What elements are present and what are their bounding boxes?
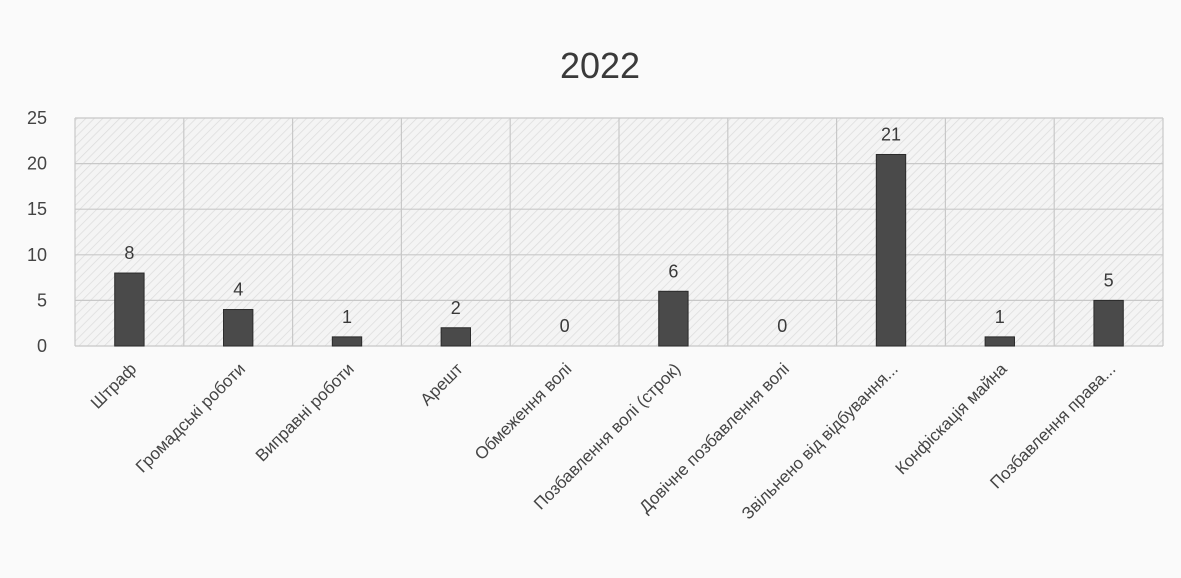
bar	[223, 309, 254, 347]
y-tick-label: 10	[27, 245, 47, 265]
y-tick-label: 15	[27, 199, 47, 219]
x-tick-label: Виправні роботи	[252, 359, 358, 465]
bar	[114, 272, 145, 347]
bar	[331, 336, 363, 347]
y-tick-label: 5	[37, 290, 47, 310]
bar	[984, 336, 1015, 347]
data-label: 21	[881, 124, 901, 144]
x-tick-label: Арешт	[417, 359, 467, 409]
bar	[1093, 299, 1124, 347]
data-label: 0	[560, 316, 570, 336]
data-label: 2	[451, 298, 461, 318]
x-tick-label: Позбавлення права...	[986, 359, 1119, 492]
y-axis: 0 5 10 15 20 25	[27, 108, 47, 356]
data-label: 1	[342, 307, 352, 327]
data-label: 4	[233, 280, 243, 300]
y-tick-label: 0	[37, 336, 47, 356]
bars-layer	[114, 153, 1124, 347]
grid-layer	[74, 117, 1164, 347]
data-label: 0	[777, 316, 787, 336]
bar	[440, 327, 471, 347]
data-label: 6	[668, 261, 678, 281]
data-label: 1	[995, 307, 1005, 327]
data-label: 5	[1104, 270, 1114, 290]
chart-title: 2022	[560, 45, 640, 86]
x-tick-label: Громадські роботи	[132, 359, 249, 476]
x-tick-label: Обмеження волі	[471, 359, 575, 463]
x-tick-label: Конфіскація майна	[892, 359, 1011, 478]
y-tick-label: 20	[27, 154, 47, 174]
bar	[875, 153, 907, 347]
y-tick-label: 25	[27, 108, 47, 128]
bar	[658, 290, 689, 347]
x-tick-label: Штраф	[87, 359, 140, 412]
data-label: 8	[124, 243, 134, 263]
data-labels: 8 4 1 2 0 6 0 21 1 5	[124, 124, 1113, 336]
